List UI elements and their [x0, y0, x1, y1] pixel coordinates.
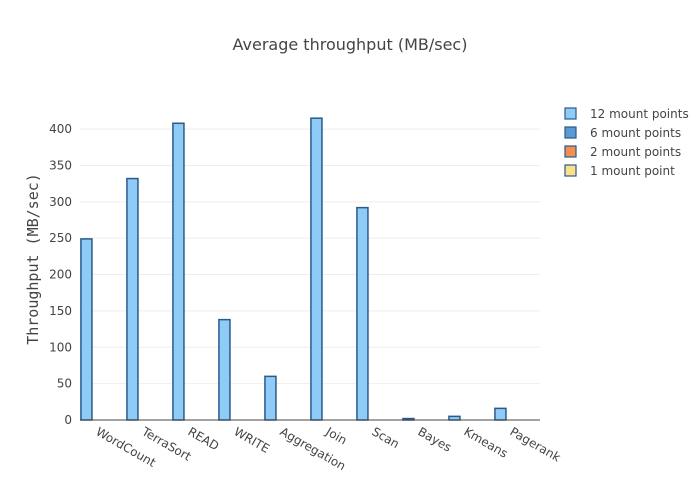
bar-kmeans-series-1[interactable]	[448, 415, 461, 421]
grid-lines	[80, 128, 540, 385]
y-tick-label: 50	[57, 377, 72, 391]
y-tick-label: 150	[49, 304, 72, 318]
legend-label: 6 mount points	[590, 126, 681, 140]
y-tick-label: 300	[49, 195, 72, 209]
x-tick-label: WRITE	[232, 424, 272, 455]
legend-swatch	[564, 126, 577, 139]
x-tick-label: Kmeans	[462, 424, 511, 460]
y-tick-label: 0	[64, 413, 72, 427]
y-tick-label: 350	[49, 158, 72, 172]
bar-join-series-1[interactable]	[310, 117, 323, 421]
y-tick-label: 200	[49, 268, 72, 282]
x-tick-label: Join	[323, 424, 350, 448]
bar-terrasort-series-1[interactable]	[126, 177, 139, 421]
x-tick-label: Bayes	[416, 424, 454, 454]
bars	[80, 117, 507, 421]
y-tick-label: 250	[49, 231, 72, 245]
legend-item-1[interactable]: 12 mount points	[564, 107, 689, 121]
bar-read-series-1[interactable]	[172, 122, 185, 421]
legend-label: 1 mount point	[590, 164, 675, 178]
legend-item-2[interactable]: 6 mount points	[564, 126, 681, 140]
bar-pagerank-series-1[interactable]	[494, 407, 507, 421]
legend-swatch	[564, 107, 577, 120]
legend-item-4[interactable]: 1 mount point	[564, 164, 675, 178]
bar-aggregation-series-1[interactable]	[264, 375, 277, 421]
y-axis-title: Throughput (MB/sec)	[24, 173, 42, 345]
legend-item-3[interactable]: 2 mount points	[564, 145, 681, 159]
legend-label: 2 mount points	[590, 145, 681, 159]
y-tick-label: 400	[49, 122, 72, 136]
chart-title: Average throughput (MB/sec)	[233, 35, 468, 54]
x-tick-label: Pagerank	[508, 424, 563, 464]
x-tick-label: Scan	[370, 424, 402, 451]
legend-swatch	[564, 164, 577, 177]
legend[interactable]: 12 mount points 6 mount points 2 mount poi…	[564, 107, 689, 178]
bar-write-series-1[interactable]	[218, 318, 231, 421]
legend-label: 12 mount points	[590, 107, 689, 121]
bar-scan-series-1[interactable]	[356, 206, 369, 421]
y-tick-label: 100	[49, 340, 72, 354]
bar-wordcount-series-1[interactable]	[80, 238, 93, 421]
legend-swatch	[564, 145, 577, 158]
